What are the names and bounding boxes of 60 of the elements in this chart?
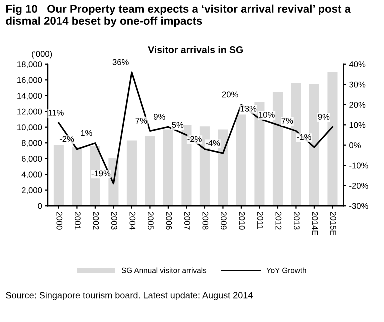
bar — [163, 130, 174, 206]
bar — [72, 147, 82, 206]
x-tick-label: 2003 — [111, 212, 118, 230]
x-tick-label: 2001 — [74, 212, 81, 230]
bar — [236, 114, 246, 206]
data-label: -2% — [60, 136, 74, 142]
y2-tick-label: 10% — [350, 122, 366, 128]
data-label: 10% — [259, 112, 275, 118]
data-label: 9% — [154, 114, 166, 120]
y2-tick-label: -20% — [350, 183, 368, 189]
y-tick-label: 0 — [38, 203, 42, 210]
source-note: Source: Singapore tourism board. Latest update: August 2014 — [6, 292, 253, 300]
x-tick-label: 2012 — [276, 212, 282, 230]
bar — [54, 145, 64, 206]
data-label: 7% — [282, 118, 294, 124]
data-label: 9% — [318, 114, 330, 120]
chart-title: Fig 10 Our Property team expects a ‘visitor arrival revival’ post a dismal 2014 beset by one-off impacts — [6, 4, 352, 28]
data-label: -4% — [206, 140, 220, 146]
data-label: 13% — [240, 106, 257, 112]
y-tick-label: 14,000 — [18, 93, 42, 100]
y-tick-label: 4,000 — [22, 172, 42, 179]
x-tick-label: 2004 — [130, 212, 136, 230]
data-label: -2% — [188, 136, 202, 142]
y-tick-label: 10,000 — [18, 124, 42, 132]
data-label: -19% — [92, 170, 111, 177]
data-label: -1% — [297, 134, 312, 140]
x-tick-label: 2008 — [202, 212, 209, 230]
y2-tick-label: 40% — [349, 62, 366, 68]
y-tick-label: 12,000 — [18, 108, 42, 116]
y-tick-label: 16,000 — [18, 77, 42, 84]
y-tick-label: 2,000 — [22, 188, 42, 194]
y-tick-label: 18,000 — [18, 62, 42, 68]
y2-tick-label: 0% — [350, 142, 361, 148]
x-tick-label: 2014E — [312, 212, 318, 236]
data-label: 1% — [81, 130, 92, 136]
y2-tick-label: 30% — [350, 82, 366, 88]
data-label: 36% — [112, 59, 129, 66]
data-label: 20% — [222, 92, 238, 98]
y-axis-title: ('000) — [32, 50, 52, 59]
data-label: 11% — [48, 110, 64, 116]
x-tick-label: 2009 — [220, 212, 227, 230]
x-tick-label: 2000 — [56, 212, 63, 230]
x-tick-label: 2007 — [184, 212, 190, 230]
y-tick-label: 6,000 — [22, 156, 42, 163]
x-tick-label: 2002 — [93, 212, 100, 230]
y2-tick-label: -30% — [350, 203, 368, 210]
y-tick-label: 8,000 — [22, 140, 42, 148]
x-tick-label: 2010 — [239, 212, 246, 230]
bar — [126, 140, 137, 206]
x-tick-label: 2006 — [166, 212, 172, 230]
x-tick-label: 2005 — [148, 212, 154, 230]
y2-tick-label: -10% — [350, 162, 368, 169]
y2-tick-label: 20% — [350, 102, 366, 108]
data-label: 5% — [172, 122, 184, 128]
x-tick-label: 2011 — [257, 212, 264, 230]
x-tick-label: 2015E — [330, 212, 336, 236]
chart-subtitle: Visitor arrivals in SG — [148, 46, 243, 54]
bar — [145, 136, 156, 206]
x-tick-label: 2013 — [294, 212, 300, 230]
data-label: 7% — [136, 118, 148, 124]
